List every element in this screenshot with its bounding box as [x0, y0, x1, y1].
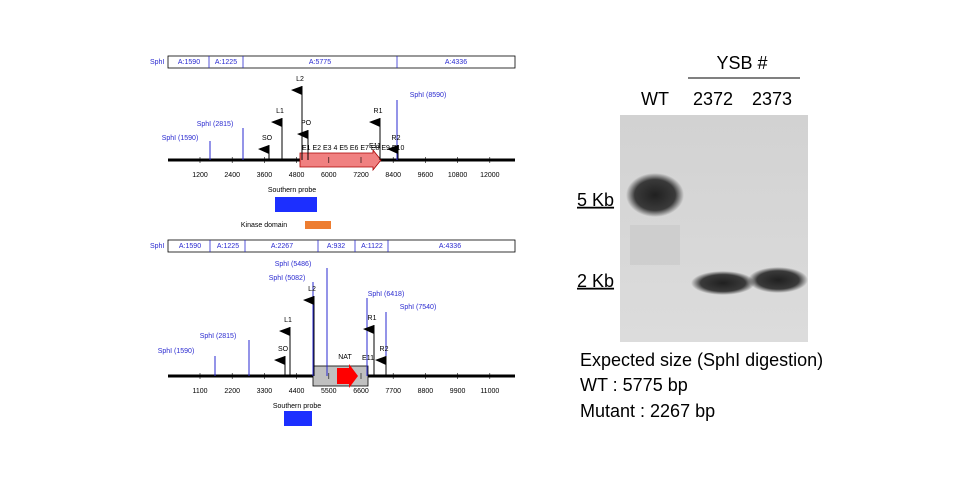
- site-label: SphI (1590): [158, 348, 195, 355]
- site-label: SphI (1590): [162, 135, 199, 142]
- segment-label: A:1225: [215, 59, 237, 66]
- gel-band: [626, 173, 684, 217]
- expected-mutant: Mutant : 2267 bp: [580, 401, 715, 421]
- site-label: SphI (8590): [410, 92, 447, 99]
- axis-label: 6600: [353, 388, 369, 395]
- exon-label: E11: [362, 355, 374, 362]
- group-label: YSB #: [716, 53, 767, 73]
- size-marker: 2 Kb: [577, 271, 614, 291]
- primer-flag: [363, 325, 374, 334]
- map-header: [167, 239, 516, 253]
- enzyme-label: SphI: [150, 243, 164, 250]
- primer-flag: [303, 296, 314, 305]
- segment-label: A:1225: [217, 243, 239, 250]
- size-marker: 5 Kb: [577, 190, 614, 210]
- segment-label: A:5775: [309, 59, 331, 66]
- primer-label: R2: [380, 346, 389, 353]
- primer-flag: [375, 356, 386, 365]
- axis-label: 8400: [385, 172, 401, 179]
- axis-label: 7200: [353, 172, 369, 179]
- axis-label: 7700: [385, 388, 401, 395]
- smear: [630, 225, 680, 265]
- kinase-domain: [305, 221, 331, 229]
- axis-label: 5500: [321, 388, 337, 395]
- primer-label: L2: [308, 286, 316, 293]
- probe-label: Southern probe: [273, 403, 321, 410]
- axis-label: 4800: [289, 172, 305, 179]
- map-header: [167, 55, 516, 69]
- enzyme-label: SphI: [150, 59, 164, 66]
- primer-flag: [271, 118, 282, 127]
- axis-label: 2400: [224, 172, 240, 179]
- primer-label: L2: [296, 76, 304, 83]
- primer-label: PO: [301, 120, 312, 127]
- primer-flag: [369, 118, 380, 127]
- primer-flag: [291, 86, 302, 95]
- primer-label: R1: [368, 315, 377, 322]
- gene: [299, 148, 382, 172]
- axis-label: 10800: [448, 172, 468, 179]
- probe: [275, 197, 317, 212]
- axis-label: 3300: [257, 388, 273, 395]
- exon-labels: E1 E2 E3 4 E5 E6 E7 E8 E9 E10: [302, 145, 404, 152]
- lane-label: 2373: [752, 89, 792, 109]
- segment-label: A:1590: [179, 243, 201, 250]
- segment-label: A:932: [327, 243, 345, 250]
- primer-label: SO: [278, 346, 289, 353]
- axis-label: 9600: [418, 172, 434, 179]
- expected-title: Expected size (SphI digestion): [580, 350, 823, 370]
- axis-label: 2200: [224, 388, 240, 395]
- site-label: SphI (2815): [200, 333, 237, 340]
- segment-label: A:1590: [178, 59, 200, 66]
- axis-label: 8800: [418, 388, 434, 395]
- axis-label: 12000: [480, 172, 500, 179]
- site-label: SphI (5082): [269, 275, 306, 282]
- axis-label: 1100: [192, 388, 207, 395]
- primer-label: L1: [284, 317, 292, 324]
- segment-label: A:4336: [439, 243, 461, 250]
- axis-label: 6000: [321, 172, 337, 179]
- expected-wt: WT : 5775 bp: [580, 375, 688, 395]
- axis-label: 4400: [289, 388, 305, 395]
- lane-label: 2372: [693, 89, 733, 109]
- probe-label: Southern probe: [268, 187, 316, 194]
- site-label: SphI (7540): [400, 304, 437, 311]
- probe: [284, 411, 312, 426]
- primer-label: L1: [276, 108, 284, 115]
- marker-label: NAT: [338, 354, 352, 361]
- axis-label: 3600: [257, 172, 273, 179]
- primer-flag: [297, 130, 308, 139]
- site-label: SphI (5486): [275, 261, 312, 268]
- primer-label: R2: [392, 135, 401, 142]
- axis-label: 9900: [450, 388, 466, 395]
- domain-label: Kinase domain: [241, 222, 287, 229]
- segment-label: A:4336: [445, 59, 467, 66]
- gel-band: [691, 271, 755, 295]
- primer-label: R1: [374, 108, 383, 115]
- nat-arrow: [337, 364, 358, 388]
- site-label: SphI (6418): [368, 291, 405, 298]
- primer-flag: [387, 145, 398, 154]
- primer-flag: [279, 327, 290, 336]
- axis-label: 1200: [192, 172, 208, 179]
- exon-label: E11: [369, 143, 381, 150]
- gel-band: [748, 267, 808, 293]
- primer-flag: [274, 356, 285, 365]
- lane-label: WT: [641, 89, 669, 109]
- site-label: SphI (2815): [197, 121, 234, 128]
- segment-label: A:1122: [361, 243, 383, 250]
- segment-label: A:2267: [271, 243, 293, 250]
- primer-label: SO: [262, 135, 273, 142]
- axis-label: 11000: [480, 388, 499, 395]
- primer-flag: [258, 145, 269, 154]
